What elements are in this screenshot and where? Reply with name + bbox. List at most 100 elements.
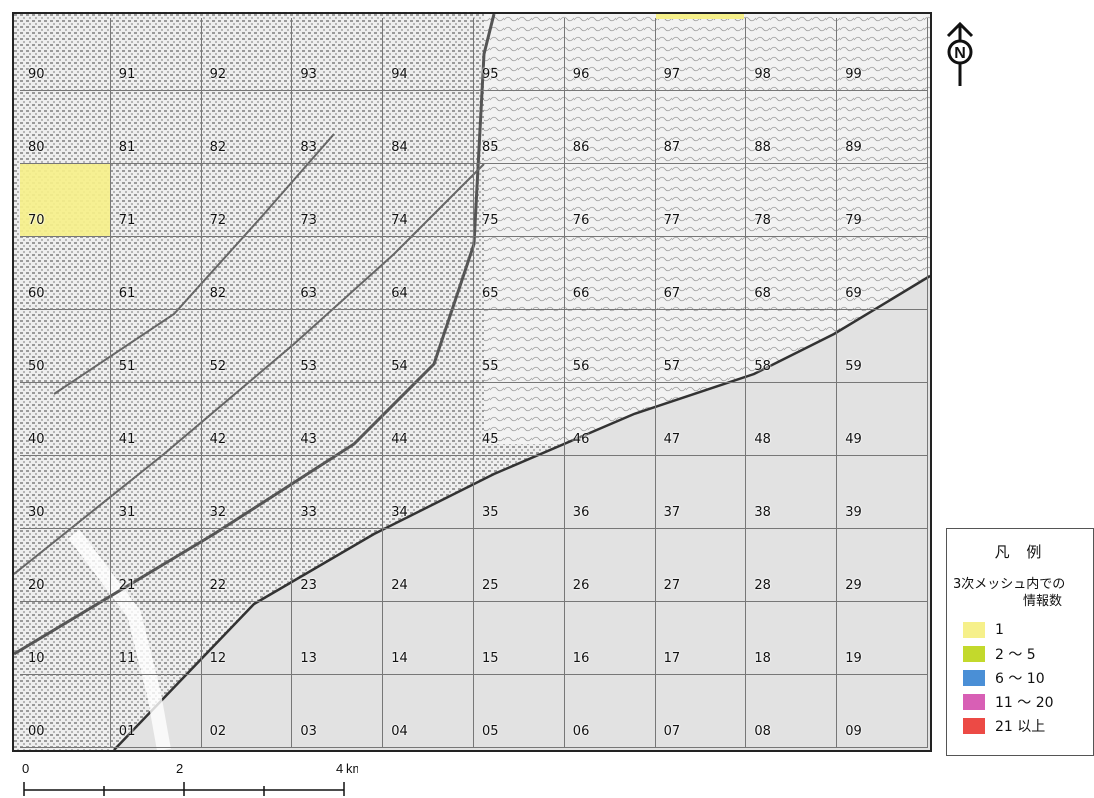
mesh-cell-label: 98 bbox=[754, 67, 771, 82]
mesh-cell: 04 bbox=[383, 675, 474, 748]
mesh-cell-label: 50 bbox=[28, 359, 45, 374]
mesh-cell: 06 bbox=[564, 675, 656, 748]
mesh-cell: 12 bbox=[201, 602, 293, 675]
mesh-cell-label: 22 bbox=[209, 578, 227, 593]
mesh-cell: 74 bbox=[383, 164, 474, 237]
mesh-cell-label: 84 bbox=[391, 140, 408, 155]
mesh-cell: 23 bbox=[292, 529, 384, 602]
mesh-cell: 09 bbox=[837, 675, 928, 748]
mesh-cell: 63 bbox=[292, 237, 384, 310]
mesh-cell: 19 bbox=[837, 602, 928, 675]
mesh-cell: 57 bbox=[655, 310, 747, 383]
mesh-cell: 24 bbox=[383, 529, 474, 602]
scale-tick-label: 4 bbox=[336, 761, 343, 776]
legend-swatch bbox=[963, 646, 985, 662]
sea-area bbox=[114, 276, 930, 750]
mesh-cell: 39 bbox=[837, 456, 928, 529]
mesh-cell-label: 81 bbox=[118, 140, 136, 155]
mesh-cell: 55 bbox=[474, 310, 565, 383]
mesh-cell-label: 94 bbox=[391, 67, 408, 82]
mesh-cell-label: 24 bbox=[391, 578, 408, 593]
mesh-cell-label: 49 bbox=[845, 432, 862, 447]
mesh-cell: 54 bbox=[383, 310, 474, 383]
legend: 凡 例 3次メッシュ内での 情報数 1 2 ～ 5 6 ～ 10 11 ～ 20 21 … bbox=[946, 528, 1094, 756]
mesh-cell: 35 bbox=[474, 456, 565, 529]
mesh-cell-label: 16 bbox=[572, 651, 590, 666]
mesh-cell: 66 bbox=[564, 237, 656, 310]
mesh-cell-label: 33 bbox=[300, 505, 317, 520]
mesh-cell-label: 57 bbox=[663, 359, 681, 374]
mesh-cell: 90 bbox=[20, 18, 111, 91]
mesh-cell-label: 06 bbox=[572, 724, 590, 739]
mesh-cell: 18 bbox=[746, 602, 838, 675]
mesh-cell-label: 18 bbox=[754, 651, 771, 666]
mesh-cell: 89 bbox=[837, 91, 928, 164]
scale-bar: 0 2 4 km bbox=[22, 761, 358, 796]
mesh-cell: 46 bbox=[564, 383, 656, 456]
mesh-cell: 07 bbox=[655, 675, 747, 748]
mesh-cell-label: 70 bbox=[28, 213, 45, 228]
mesh-cell: 25 bbox=[474, 529, 565, 602]
river bbox=[68, 529, 171, 750]
mesh-cell-label: 10 bbox=[28, 651, 45, 666]
mesh-cell-label: 91 bbox=[118, 67, 136, 82]
legend-label: 21 以上 bbox=[995, 719, 1046, 735]
mesh-cell-label: 47 bbox=[663, 432, 681, 447]
mesh-cell-label: 79 bbox=[845, 213, 862, 228]
mesh-cell-label: 11 bbox=[118, 651, 136, 666]
mesh-cell: 83 bbox=[292, 91, 384, 164]
legend-item: 21 以上 bbox=[963, 717, 1045, 735]
legend-swatch bbox=[963, 694, 985, 710]
mesh-cell: 98 bbox=[746, 18, 838, 91]
mesh-cell: 85 bbox=[474, 91, 565, 164]
mesh-cell: 47 bbox=[655, 383, 747, 456]
mesh-cell-label: 96 bbox=[572, 67, 590, 82]
mesh-cell: 92 bbox=[201, 18, 293, 91]
mesh-cell: 64 bbox=[383, 237, 474, 310]
mesh-cell-label: 45 bbox=[482, 432, 499, 447]
mesh-cell: 91 bbox=[110, 18, 202, 91]
mesh-cell-label: 07 bbox=[663, 724, 681, 739]
mesh-cell-label: 95 bbox=[482, 67, 499, 82]
mesh-cell-label: 05 bbox=[482, 724, 499, 739]
mesh-cell: 82 bbox=[201, 91, 293, 164]
legend-swatch bbox=[963, 718, 985, 734]
legend-subtitle: 情報数 bbox=[1023, 594, 1063, 609]
mesh-cell-label: 61 bbox=[118, 286, 136, 301]
mesh-cell: 87 bbox=[655, 91, 747, 164]
legend-item: 1 bbox=[963, 621, 1004, 639]
mesh-cell: 73 bbox=[292, 164, 384, 237]
mesh-cell-label: 23 bbox=[300, 578, 317, 593]
mesh-cell-label: 99 bbox=[845, 67, 862, 82]
mesh-cell: 76 bbox=[564, 164, 656, 237]
mesh-cell-label: 03 bbox=[300, 724, 317, 739]
mesh-cell: 14 bbox=[383, 602, 474, 675]
railway-line bbox=[14, 14, 496, 656]
mesh-cell-label: 30 bbox=[28, 505, 45, 520]
mesh-cell-label: 97 bbox=[663, 67, 681, 82]
mesh-cell: 30 bbox=[20, 456, 111, 529]
mesh-cell-label: 73 bbox=[300, 213, 317, 228]
mesh-grid: 90 91 92 93 94 95 96 97 98 99 80 81 82 83 84 85 86 87 88 89… bbox=[20, 18, 928, 748]
mesh-cell: 86 bbox=[564, 91, 656, 164]
mesh-cell-label: 82 bbox=[209, 140, 227, 155]
mesh-cell: 21 bbox=[110, 529, 202, 602]
mesh-cell: 13 bbox=[292, 602, 384, 675]
legend-item: 6 ～ 10 bbox=[963, 669, 1045, 687]
mesh-cell-label: 12 bbox=[209, 651, 227, 666]
mesh-cell-label: 86 bbox=[572, 140, 590, 155]
mesh-cell: 88 bbox=[746, 91, 838, 164]
mesh-cell-label: 41 bbox=[118, 432, 136, 447]
legend-label: 2 ～ 5 bbox=[995, 647, 1036, 663]
mesh-cell: 48 bbox=[746, 383, 838, 456]
mesh-cell: 11 bbox=[110, 602, 202, 675]
mesh-cell-label: 31 bbox=[118, 505, 136, 520]
mesh-cell: 61 bbox=[110, 237, 202, 310]
mesh-cell-label: 37 bbox=[663, 505, 681, 520]
mesh-cell: 29 bbox=[837, 529, 928, 602]
mesh-cell: 27 bbox=[655, 529, 747, 602]
mesh-cell: 52 bbox=[201, 310, 293, 383]
mesh-cell-label: 59 bbox=[845, 359, 862, 374]
mesh-cell-label: 78 bbox=[754, 213, 771, 228]
mesh-cell-label: 04 bbox=[391, 724, 408, 739]
